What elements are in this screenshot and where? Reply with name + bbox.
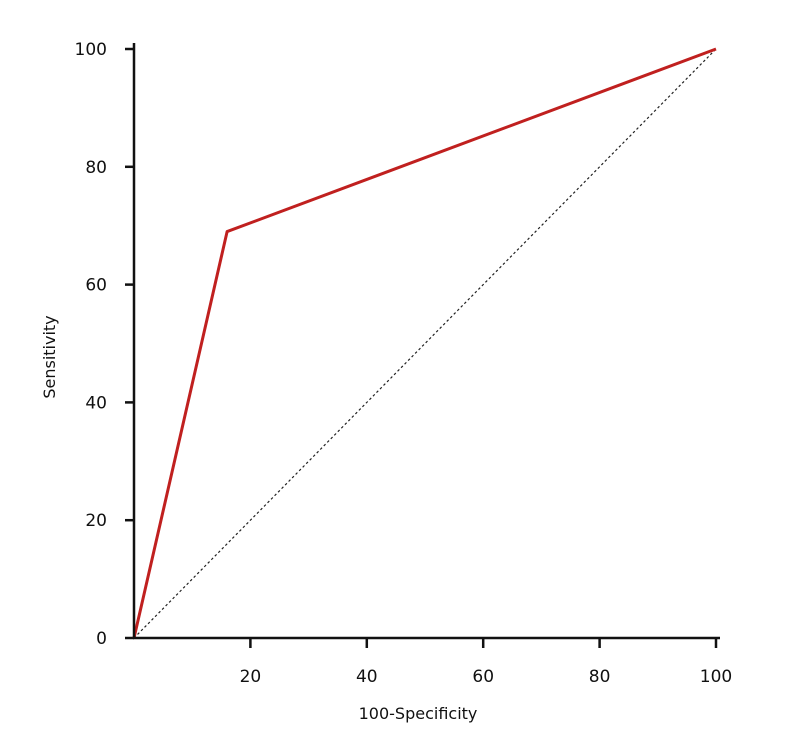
x-tick-label: 80 (589, 667, 611, 687)
x-axis-title: 100-Specificity (359, 704, 478, 723)
x-axis-ticks: 20 40 60 80 100 (240, 638, 732, 687)
series-layer (132, 47, 717, 639)
y-tick-label: 100 (75, 40, 107, 60)
y-axis-title: Sensitivity (40, 315, 59, 398)
y-tick-label: 20 (85, 511, 107, 531)
y-tick-label: 60 (85, 276, 107, 296)
y-tick-label: 0 (96, 629, 107, 649)
roc-curve-line (132, 47, 717, 639)
y-tick-label: 80 (85, 158, 107, 178)
x-tick-label: 60 (472, 667, 494, 687)
y-axis-ticks: 0 20 40 60 80 100 (75, 40, 134, 649)
reference-diagonal-line (133, 48, 717, 639)
y-tick-label: 40 (85, 393, 107, 413)
x-tick-label: 40 (356, 667, 378, 687)
x-tick-label: 20 (240, 667, 262, 687)
x-tick-label: 100 (700, 667, 732, 687)
